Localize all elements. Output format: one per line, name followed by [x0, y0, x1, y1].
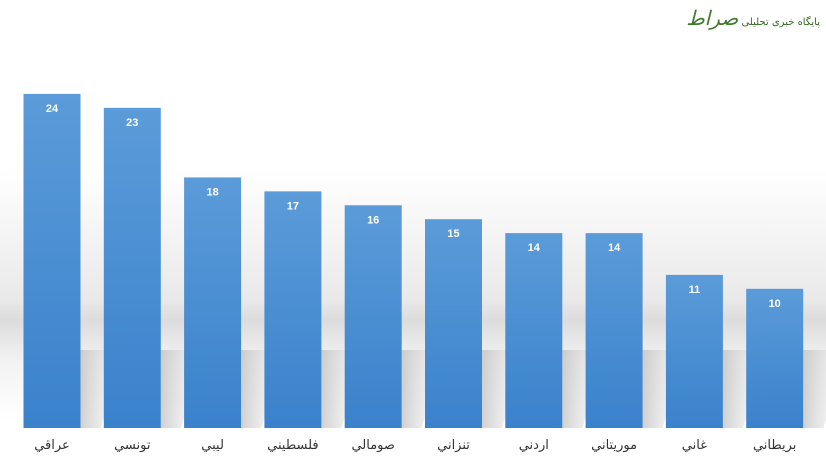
category-label: اردني	[519, 438, 549, 453]
category-label: ليبي	[201, 438, 224, 453]
bar	[505, 233, 563, 428]
data-label: 11	[689, 284, 701, 296]
category-label: غاني	[682, 438, 707, 453]
bar	[746, 288, 804, 428]
category-label: موريتاني	[591, 438, 637, 453]
bar	[23, 93, 81, 429]
category-label: بريطاني	[753, 438, 797, 453]
bar	[585, 233, 643, 428]
bar	[665, 274, 723, 428]
bar	[344, 205, 402, 428]
watermark-logo-text: صراط	[686, 6, 739, 30]
data-label: 16	[367, 214, 379, 226]
bar-shadow	[803, 350, 826, 428]
data-label: 18	[206, 186, 218, 198]
data-label: 23	[126, 117, 138, 129]
bar	[184, 177, 242, 428]
category-label: عراقي	[34, 438, 70, 453]
data-label: 14	[608, 242, 621, 254]
category-label: صومالي	[351, 438, 394, 453]
bar	[425, 219, 482, 428]
data-label: 17	[287, 200, 299, 212]
category-label: تونسي	[114, 438, 151, 453]
data-label: 15	[447, 228, 459, 240]
bar	[103, 107, 161, 428]
data-label: 10	[769, 298, 781, 310]
watermark-tagline: پایگاه خبری تحلیلی	[741, 17, 820, 28]
data-label: 24	[46, 103, 59, 115]
data-label: 14	[528, 242, 541, 254]
watermark-logo: پایگاه خبری تحلیلی صراط	[686, 6, 820, 30]
category-label: تنزاني	[437, 438, 470, 453]
category-label: فلسطيني	[267, 438, 318, 453]
bar	[264, 191, 322, 428]
